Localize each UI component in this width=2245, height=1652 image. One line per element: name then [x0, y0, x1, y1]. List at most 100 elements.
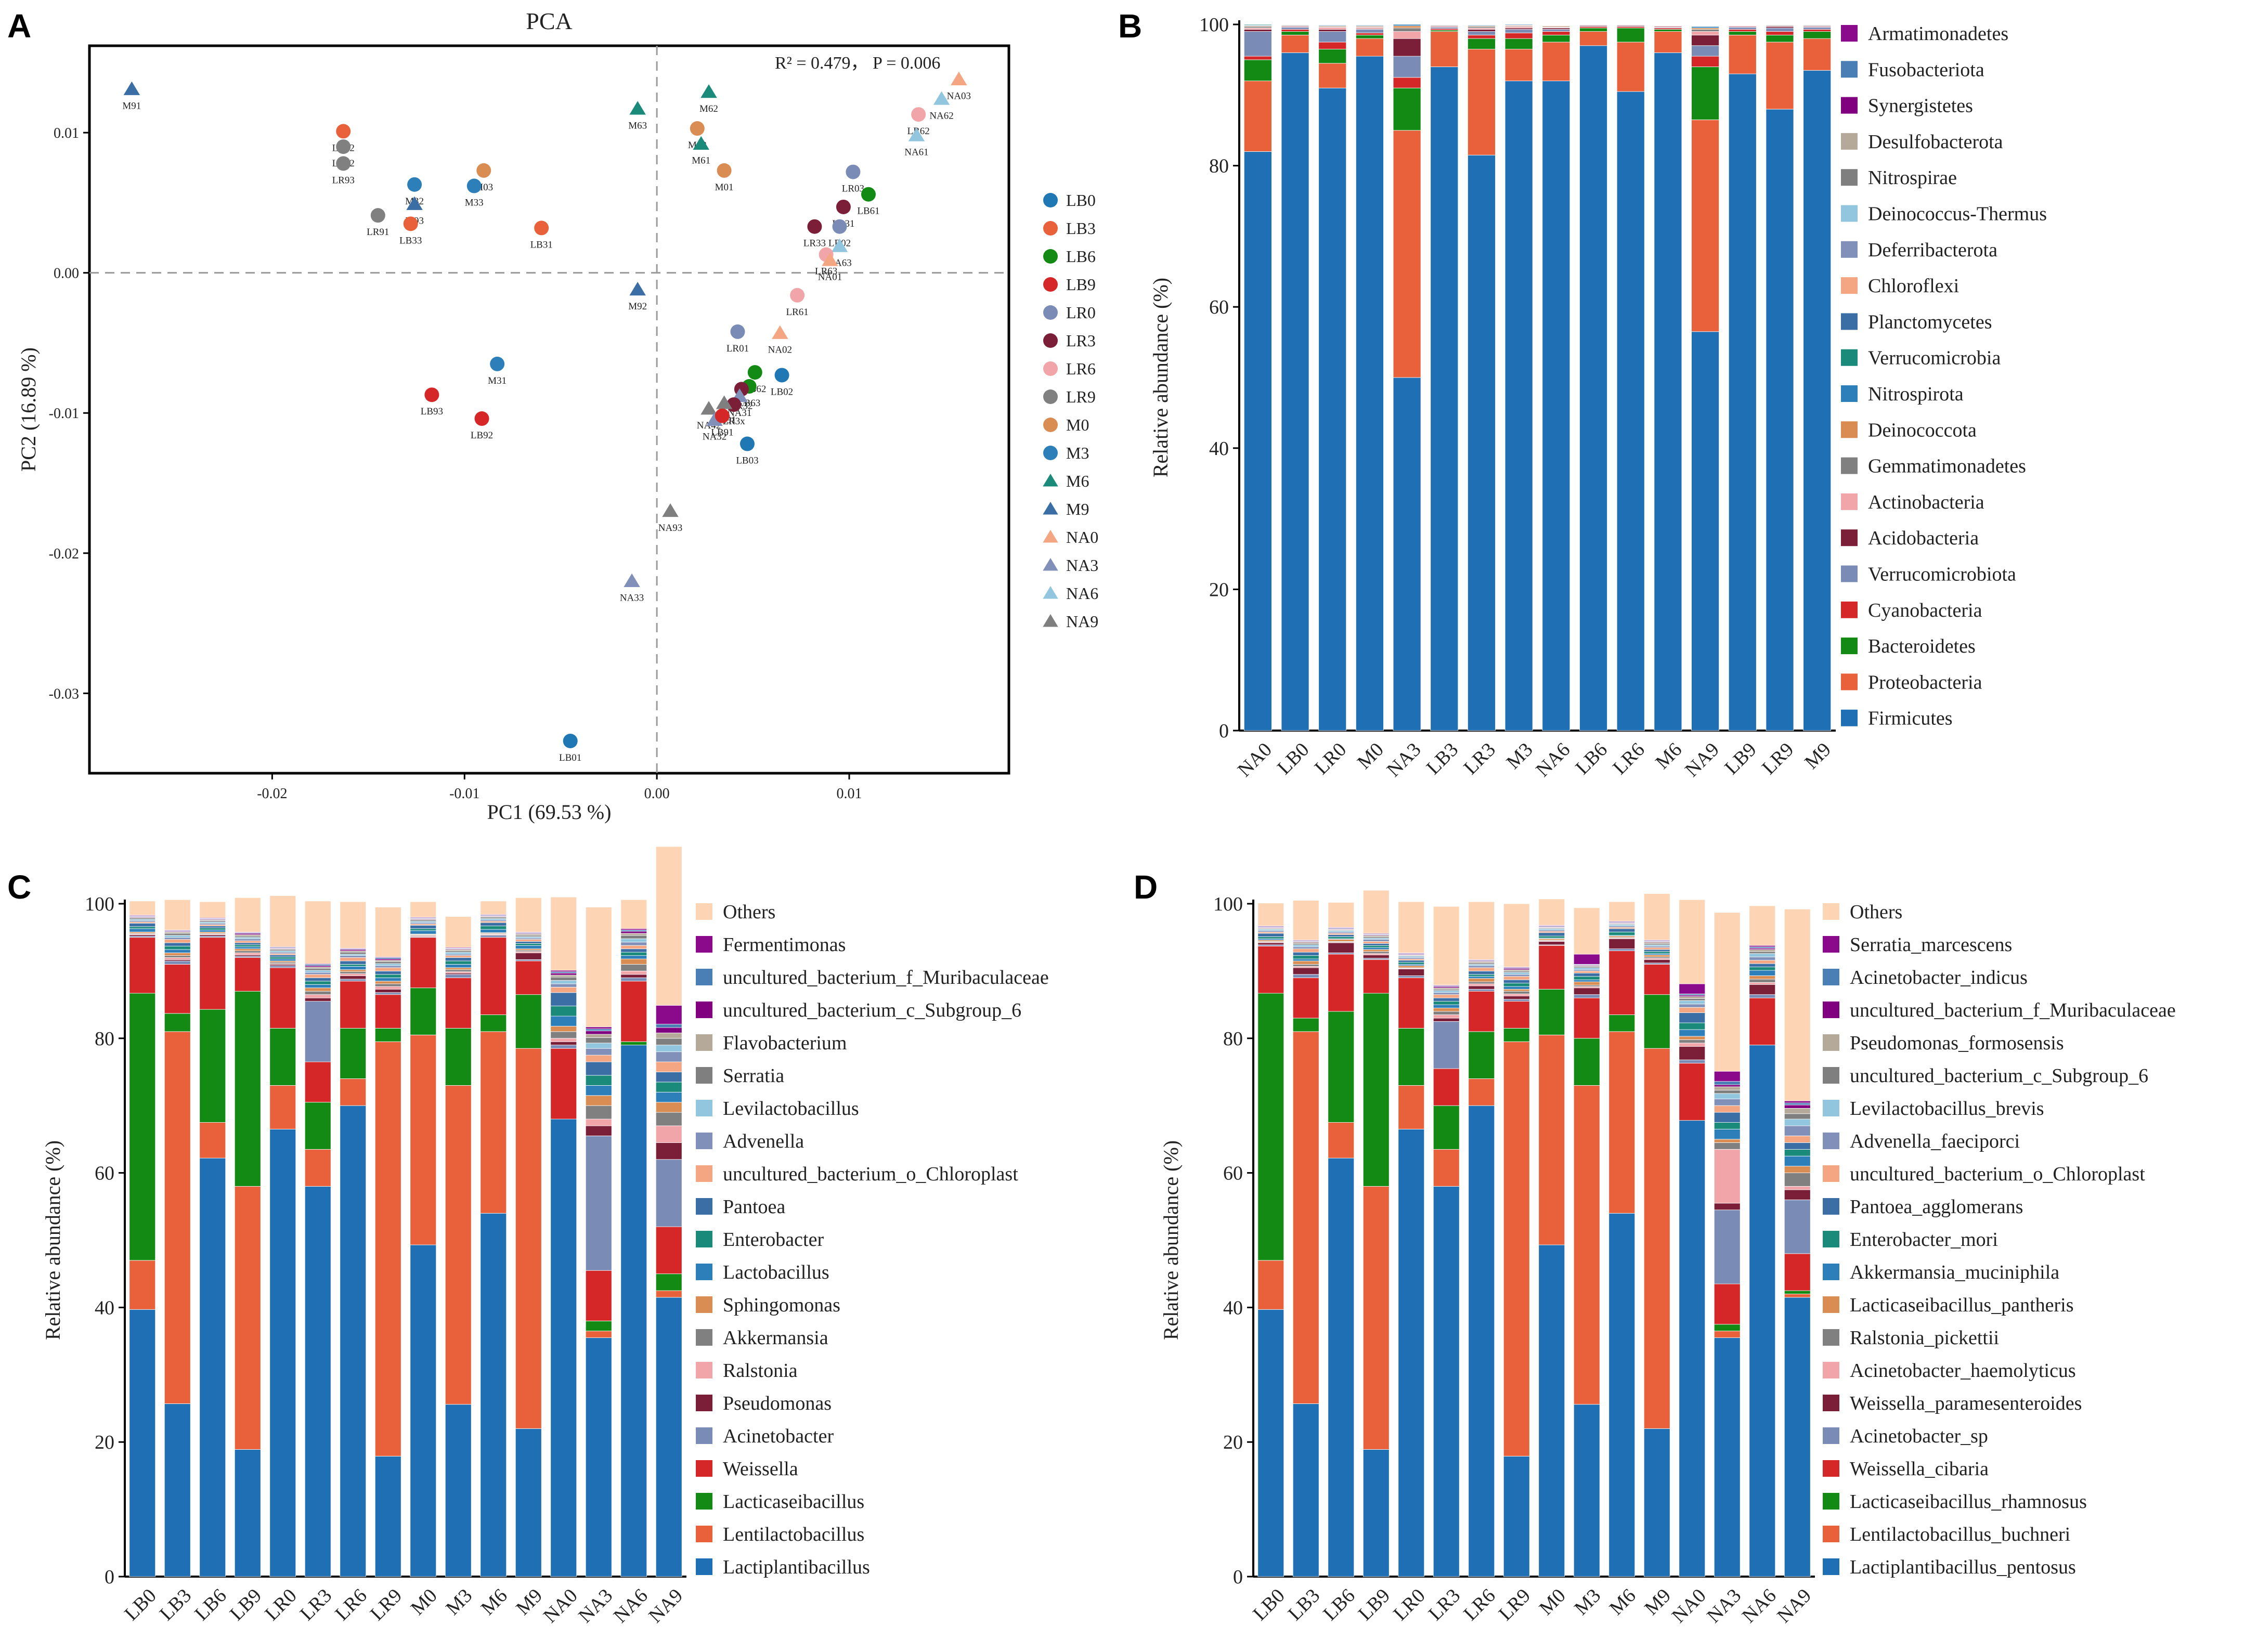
- pc-bar-segment: [515, 953, 542, 960]
- pca-x-tick-label: 0.01: [837, 786, 862, 802]
- pc-legend-label: uncultured_bacterium_o_Chloroplast: [723, 1163, 1018, 1185]
- pca-x-tick-label: 0.00: [644, 786, 670, 802]
- pb-bar-segment: [1654, 52, 1682, 731]
- pca-point-label: NA61: [904, 147, 928, 158]
- pca-point-m63: [629, 101, 646, 115]
- pd-bar-segment: [1398, 975, 1425, 978]
- pc-bar-segment: [410, 925, 437, 929]
- pc-bar-segment: [620, 974, 647, 978]
- pc-bar-segment: [515, 1428, 542, 1577]
- pd-bar-segment: [1292, 964, 1319, 967]
- pb-bar-segment: [1766, 34, 1794, 43]
- pb-legend-swatch: [1841, 638, 1858, 655]
- pc-bar-segment: [340, 981, 367, 1029]
- pca-legend-marker: [1043, 361, 1058, 376]
- pd-bar-segment: [1292, 944, 1319, 947]
- pc-bar-segment: [304, 1102, 331, 1150]
- pc-bar-segment: [199, 901, 226, 918]
- pc-legend-label: Akkermansia: [723, 1327, 828, 1349]
- pb-bar-segment: [1393, 38, 1421, 57]
- pb-bar-segment: [1654, 29, 1682, 32]
- pca-point-na32: [706, 412, 723, 426]
- pb-bar-segment: [1803, 70, 1832, 731]
- pc-legend-label: Lactobacillus: [723, 1261, 829, 1283]
- pc-legend-swatch: [696, 969, 712, 985]
- pc-bar-segment: [304, 977, 331, 982]
- pd-legend-swatch: [1823, 1264, 1839, 1280]
- pca-point-m33: [466, 178, 482, 193]
- pb-bar-segment: [1281, 34, 1309, 53]
- pc-bar-segment: [304, 1186, 331, 1577]
- pc-bar-segment: [550, 974, 577, 978]
- pc-bar-segment: [304, 1061, 331, 1103]
- pca-x-axis-label: PC1 (69.53 %): [487, 800, 612, 824]
- pb-bar-segment: [1766, 28, 1794, 32]
- pb-bar-segment: [1393, 25, 1421, 29]
- pc-legend-swatch: [696, 1198, 712, 1215]
- pd-y-tick-label: 0: [1233, 1566, 1243, 1588]
- pd-bar-segment: [1503, 979, 1530, 984]
- pc-bar-segment: [515, 897, 542, 932]
- pc-bar-segment: [550, 987, 577, 993]
- pd-legend-label: Lacticaseibacillus_pantheris: [1850, 1294, 2074, 1316]
- pca-legend-label: LB3: [1066, 219, 1096, 238]
- pca-point-na91: [716, 395, 733, 409]
- pc-bar-segment: [445, 957, 472, 961]
- pd-bar-segment: [1573, 981, 1600, 985]
- pd-bar-segment: [1573, 971, 1600, 973]
- pca-point-lr03: [846, 164, 861, 179]
- pb-bar-segment: [1542, 31, 1571, 35]
- pd-bar-segment: [1573, 1404, 1600, 1577]
- pb-bar-segment: [1691, 56, 1720, 67]
- pd-bar-segment: [1433, 1008, 1460, 1012]
- pd-bar-segment: [1749, 951, 1776, 954]
- pd-bar-segment: [1503, 995, 1530, 1000]
- pc-bar-segment: [374, 963, 401, 966]
- pca-point-lb93: [424, 387, 439, 402]
- pb-bar-segment: [1393, 377, 1421, 731]
- pc-bar-segment: [129, 928, 156, 932]
- pc-bar-segment: [585, 1048, 612, 1056]
- pc-bar-segment: [164, 899, 191, 930]
- pc-y-tick-label: 80: [95, 1028, 114, 1050]
- pc-bar-segment: [164, 939, 191, 943]
- pd-bar-segment: [1714, 912, 1741, 1072]
- pc-bar-segment: [340, 969, 367, 972]
- pc-bar-segment: [655, 1226, 682, 1274]
- pc-legend-swatch: [696, 1034, 712, 1051]
- pca-point-label: M31: [488, 375, 507, 386]
- pd-bar-segment: [1643, 994, 1670, 1049]
- pb-bar-segment: [1243, 31, 1272, 57]
- pc-bar-segment: [655, 1027, 682, 1033]
- pc-bar-segment: [655, 1142, 682, 1160]
- pd-bar-segment: [1749, 949, 1776, 952]
- pd-bar-segment: [1398, 1027, 1425, 1086]
- pd-bar-segment: [1643, 947, 1670, 950]
- pc-bar-segment: [410, 930, 437, 934]
- pb-bar-segment: [1318, 49, 1347, 64]
- pc-bar-segment: [480, 1014, 507, 1032]
- pc-legend-swatch: [696, 1165, 712, 1182]
- pc-bar-segment: [374, 986, 401, 990]
- pc-bar-segment: [199, 1122, 226, 1159]
- pd-bar-segment: [1503, 991, 1530, 994]
- pb-bar-segment: [1468, 31, 1496, 35]
- pb-bar-segment: [1542, 34, 1571, 43]
- pd-y-tick-label: 40: [1223, 1297, 1243, 1319]
- pb-legend-swatch: [1841, 673, 1858, 691]
- pb-legend-label: Verrucomicrobia: [1868, 347, 2001, 369]
- pd-bar-segment: [1257, 1309, 1284, 1577]
- pc-bar-segment: [550, 1041, 577, 1046]
- pd-bar-segment: [1503, 988, 1530, 992]
- pc-legend-label: Lacticaseibacillus: [723, 1491, 864, 1513]
- pca-point-na93: [662, 503, 679, 517]
- pc-bar-segment: [234, 957, 261, 992]
- pca-legend-label: LB9: [1066, 275, 1096, 294]
- pc-bar-segment: [234, 953, 261, 955]
- pca-point-label: LB02: [771, 386, 793, 397]
- pc-bar-segment: [585, 1034, 612, 1038]
- pb-category-label: LB0: [1273, 738, 1313, 778]
- pc-bar-segment: [515, 960, 542, 995]
- pb-bar-segment: [1393, 28, 1421, 32]
- pd-bar-segment: [1784, 1108, 1811, 1114]
